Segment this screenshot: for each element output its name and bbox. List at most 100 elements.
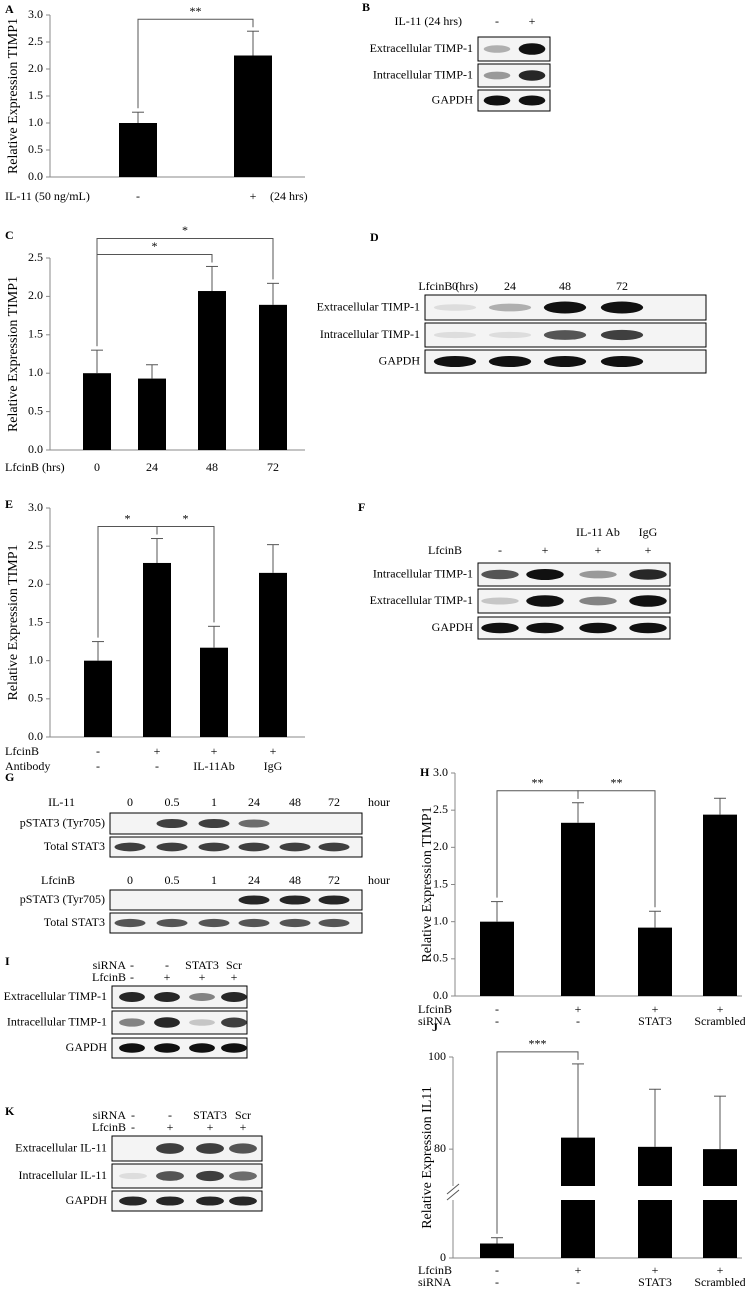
lane-label: + xyxy=(240,1120,247,1134)
panel-letter: F xyxy=(358,500,365,514)
band xyxy=(600,329,644,341)
header-unit: hour xyxy=(368,873,390,887)
row-label: Intracellular TIMP-1 xyxy=(373,566,473,580)
band xyxy=(543,355,587,368)
x-tick-label: - xyxy=(495,1263,499,1277)
lane-label: 1 xyxy=(211,795,217,809)
band xyxy=(433,331,477,339)
lane-label: + xyxy=(529,14,536,28)
band xyxy=(198,918,230,928)
band xyxy=(579,570,617,579)
lane-label: + xyxy=(207,1120,214,1134)
row-label: GAPDH xyxy=(379,353,421,367)
lane-label: 48 xyxy=(289,795,301,809)
y-tick-label: 1.5 xyxy=(433,876,448,890)
row-label: Intracellular IL-11 xyxy=(18,1168,107,1182)
significance-bracket xyxy=(496,1051,579,1234)
band xyxy=(189,1019,215,1026)
bar xyxy=(138,378,166,450)
band xyxy=(119,1018,145,1027)
band xyxy=(114,918,146,928)
lane-label: 48 xyxy=(559,279,571,293)
x-tick-label: - xyxy=(576,1275,580,1289)
band xyxy=(221,1043,247,1053)
lane-label: 72 xyxy=(328,873,340,887)
row-label: GAPDH xyxy=(66,1193,108,1207)
band xyxy=(483,71,511,80)
lane-label: IL-11 Ab xyxy=(576,525,620,539)
blot-strip xyxy=(477,616,671,640)
band xyxy=(481,622,519,634)
lane-label: 1 xyxy=(211,873,217,887)
bar xyxy=(119,123,157,177)
lane-label: 48 xyxy=(289,873,301,887)
lane-label: - xyxy=(165,958,169,972)
x-tick-label: STAT3 xyxy=(638,1275,672,1289)
significance-label: * xyxy=(182,223,188,237)
y-axis-label: Relative Expression TIMP1 xyxy=(6,544,21,700)
bar xyxy=(703,1149,737,1258)
lane-label: - xyxy=(131,1120,135,1134)
x-tick-label: + xyxy=(250,189,257,203)
row-name: siRNA xyxy=(418,1275,452,1289)
band xyxy=(221,1017,247,1028)
row-label: GAPDH xyxy=(432,620,474,634)
blot-strip xyxy=(109,889,363,911)
y-tick-label: 1.5 xyxy=(28,88,43,102)
band xyxy=(196,1196,224,1206)
band xyxy=(238,918,270,928)
x-tick-label: - xyxy=(155,759,159,773)
band xyxy=(526,568,564,581)
band xyxy=(156,818,188,829)
band xyxy=(154,1043,180,1053)
row-name: LfcinB xyxy=(418,1002,452,1016)
band xyxy=(156,1171,184,1181)
band xyxy=(318,842,350,852)
row-label: pSTAT3 (Tyr705) xyxy=(20,892,105,906)
blot-strip xyxy=(111,1190,263,1212)
x-tick-label: + xyxy=(652,1002,659,1016)
bar xyxy=(83,373,111,450)
band xyxy=(119,1172,147,1180)
significance-label: ** xyxy=(190,4,202,18)
lane-label: - xyxy=(498,543,502,557)
lane-label: 24 xyxy=(504,279,516,293)
x-tick-label: - xyxy=(576,1014,580,1028)
bar xyxy=(234,55,272,177)
band xyxy=(156,918,188,928)
lane-label: 0.5 xyxy=(165,795,180,809)
band xyxy=(543,330,587,340)
lane-label: 0 xyxy=(127,795,133,809)
band xyxy=(579,596,617,606)
row-label: Extracellular TIMP-1 xyxy=(370,593,473,607)
band xyxy=(600,301,644,314)
row-label: Intracellular TIMP-1 xyxy=(7,1014,107,1028)
band xyxy=(481,569,519,580)
x-tick-label: IgG xyxy=(264,759,283,773)
header-name: IL-11 (24 hrs) xyxy=(394,14,462,28)
band xyxy=(229,1171,257,1181)
band xyxy=(238,895,270,905)
row-label: Intracellular TIMP-1 xyxy=(320,327,420,341)
significance-label: * xyxy=(152,239,158,253)
significance-label: *** xyxy=(529,1037,547,1051)
row-label: GAPDH xyxy=(66,1040,108,1054)
band xyxy=(196,1170,224,1182)
significance-label: ** xyxy=(532,775,544,789)
y-tick-label: 2.0 xyxy=(28,288,43,302)
row-name: siRNA xyxy=(418,1014,452,1028)
band xyxy=(600,355,644,368)
band xyxy=(518,43,546,55)
lane-label: 0 xyxy=(127,873,133,887)
significance-label: ** xyxy=(611,775,623,789)
y-tick-label: 3.0 xyxy=(433,765,448,779)
panel-letter: C xyxy=(5,228,14,242)
axis-break-mark xyxy=(446,1189,460,1201)
x-tick-label: 72 xyxy=(267,460,279,474)
y-tick-label: 3.0 xyxy=(28,500,43,514)
x-tick-label: IL-11Ab xyxy=(193,759,235,773)
x-tick-label: STAT3 xyxy=(638,1014,672,1028)
lane-label: 72 xyxy=(328,795,340,809)
header-name: LfcinB xyxy=(428,543,462,557)
y-tick-label: 2.5 xyxy=(28,34,43,48)
